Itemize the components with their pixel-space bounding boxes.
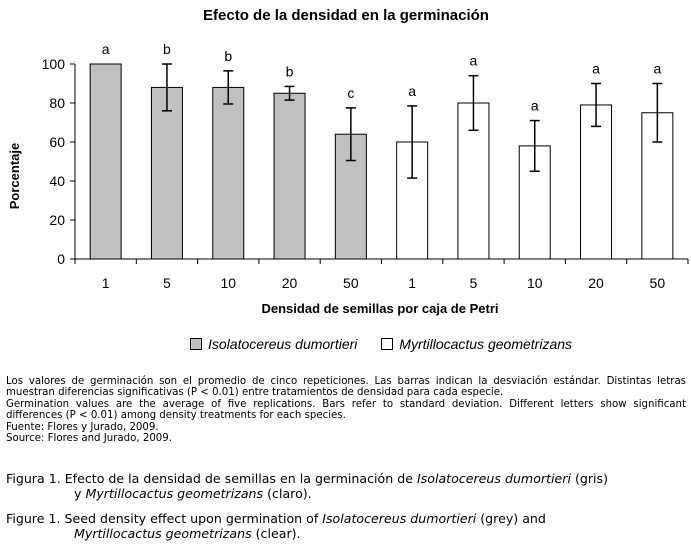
- x-axis-label: Densidad de semillas por caja de Petri: [262, 301, 499, 316]
- chart-title: Efecto de la densidad en la germinación: [203, 7, 489, 24]
- y-tick-label: 60: [49, 134, 65, 150]
- bar-chart: Efecto de la densidad en la germinación …: [7, 7, 689, 316]
- y-tick-label: 80: [49, 95, 65, 111]
- significance-letter: b: [286, 63, 294, 79]
- source-es: Fuente: Flores y Jurado, 2009.: [6, 421, 159, 433]
- caption-species: Isolatocereus dumortieri: [416, 471, 571, 486]
- x-tick-label: 50: [650, 275, 666, 291]
- legend-label: Isolatocereus dumortieri: [208, 336, 358, 352]
- legend-swatch-grey: [190, 338, 202, 350]
- legend: Isolatocereus dumortieri Myrtillocactus …: [190, 336, 592, 353]
- x-tick-label: 10: [527, 275, 543, 291]
- x-tick-label: 50: [343, 275, 359, 291]
- x-tick-label: 1: [102, 275, 110, 291]
- source-en: Source: Flores and Jurado, 2009.: [6, 433, 172, 445]
- y-axis: 0 20 40 60 80 100: [42, 56, 76, 267]
- caption-species: Isolatocereus dumortieri: [322, 511, 477, 526]
- caption-spanish: Figura 1. Efecto de la densidad de semil…: [6, 471, 686, 501]
- bar: [580, 104, 613, 260]
- bar: [89, 63, 122, 260]
- x-tick-label: 10: [220, 275, 236, 291]
- significance-letter: c: [347, 85, 354, 101]
- bar: [212, 86, 245, 260]
- y-tick-label: 100: [42, 56, 66, 72]
- y-tick-label: 0: [57, 251, 65, 267]
- caption-text: Figure 1. Seed density effect upon germi…: [6, 511, 323, 526]
- significance-letters: a b b b c a a a a a: [102, 41, 662, 114]
- significance-letter: a: [531, 98, 539, 114]
- legend-label: Myrtillocactus geometrizans: [399, 336, 573, 352]
- significance-letter: a: [102, 41, 110, 57]
- bar: [150, 86, 183, 260]
- caption-text: (gris): [570, 471, 609, 486]
- x-tick-label: 5: [163, 275, 171, 291]
- significance-letter: b: [224, 48, 232, 64]
- x-tick-label: 20: [282, 275, 298, 291]
- caption-text: (clear).: [251, 526, 301, 541]
- x-tick-label: 1: [408, 275, 416, 291]
- caption-text: Figura 1. Efecto de la densidad de semil…: [6, 471, 417, 486]
- caption-species: Myrtillocactus geometrizans: [85, 486, 264, 501]
- caption-text: (grey) and: [476, 511, 546, 526]
- note-en: Germination values are the average of fi…: [6, 398, 686, 422]
- significance-letter: a: [653, 61, 661, 77]
- x-tick-label: 5: [470, 275, 478, 291]
- error-bars: [161, 63, 663, 179]
- bar: [273, 92, 306, 260]
- legend-item-myrtillocactus: Myrtillocactus geometrizans: [381, 336, 572, 352]
- y-tick-label: 40: [49, 173, 65, 189]
- caption-text: y: [74, 486, 86, 501]
- x-tick-label: 20: [588, 275, 604, 291]
- legend-swatch-clear: [381, 338, 394, 350]
- significance-letter: a: [592, 61, 600, 77]
- caption-english: Figure 1. Seed density effect upon germi…: [6, 511, 686, 541]
- x-axis: 1 5 10 20 50 1 5 10 20 50: [74, 258, 689, 291]
- note-es: Los valores de germinación son el promed…: [6, 376, 686, 399]
- significance-letter: a: [470, 53, 478, 69]
- figure-notes: Los valores de germinación son el promed…: [6, 376, 686, 444]
- significance-letter: b: [163, 41, 171, 57]
- y-tick-label: 20: [49, 212, 65, 228]
- caption-text: (claro).: [263, 486, 312, 501]
- caption-species: Myrtillocactus geometrizans: [74, 526, 252, 541]
- legend-item-isolatocereus: Isolatocereus dumortieri: [190, 336, 357, 352]
- significance-letter: a: [408, 83, 416, 99]
- bars: [89, 63, 674, 260]
- y-axis-label: Porcentaje: [7, 143, 22, 209]
